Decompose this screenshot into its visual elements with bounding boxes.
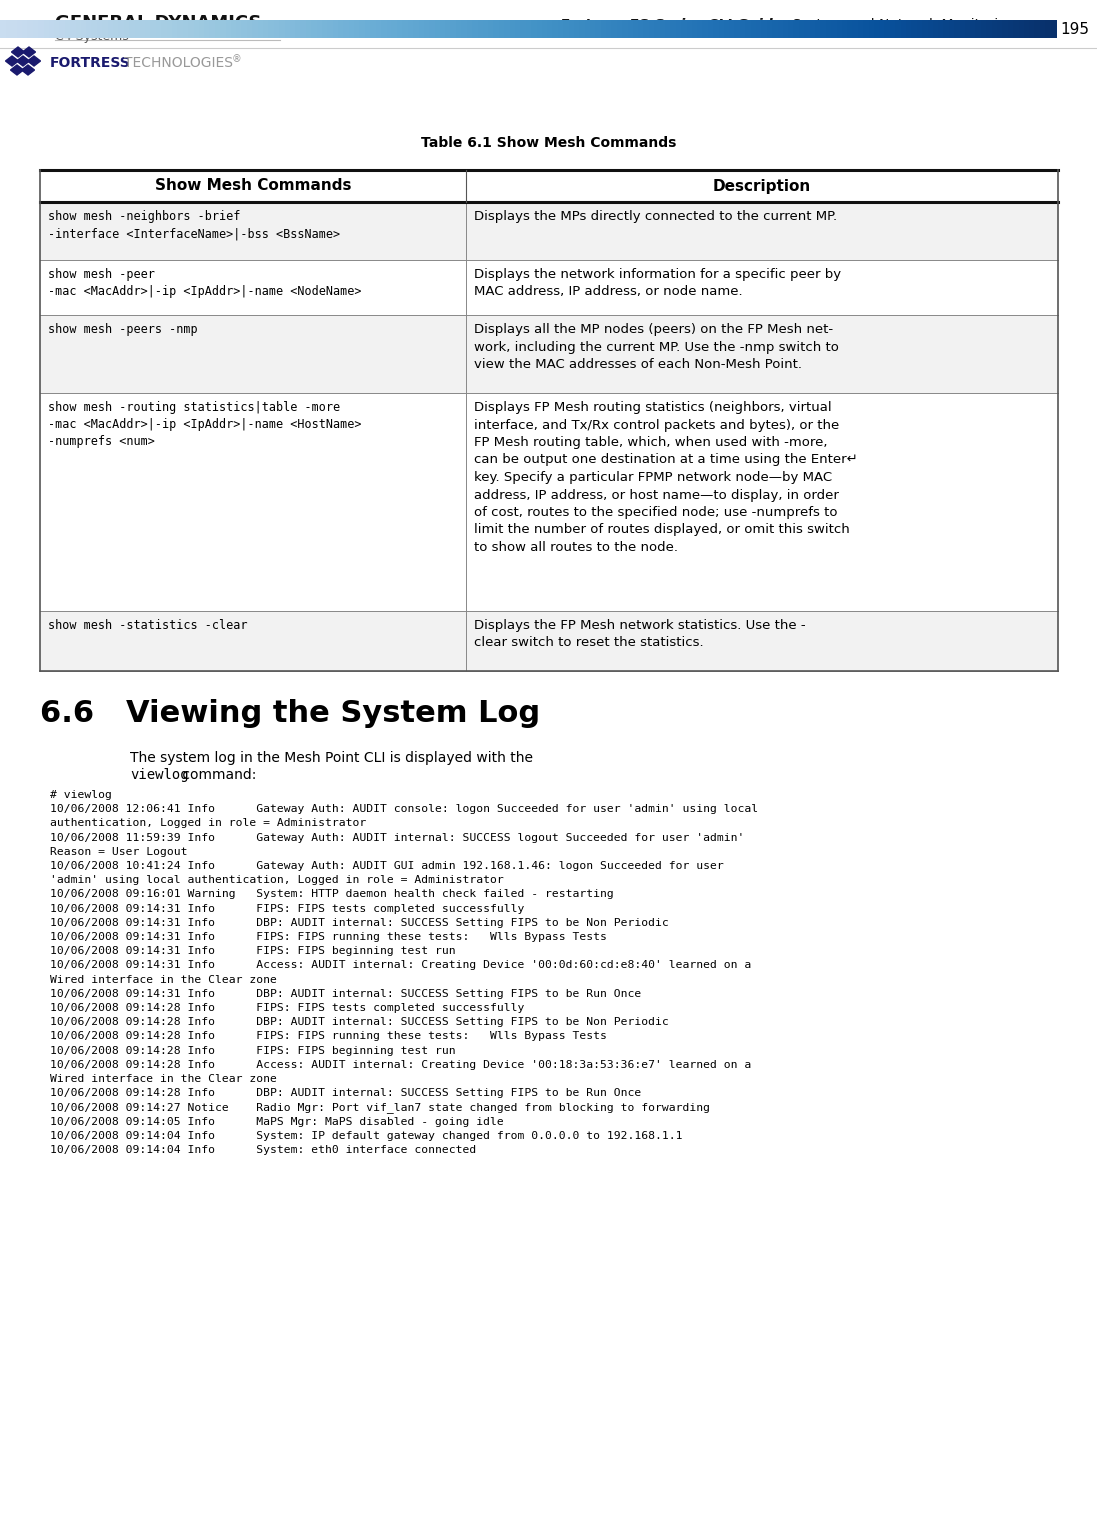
Text: 10/06/2008 09:14:31 Info      FIPS: FIPS running these tests:   Wlls Bypass Test: 10/06/2008 09:14:31 Info FIPS: FIPS runn… [50,932,607,942]
Text: 10/06/2008 09:14:27 Notice    Radio Mgr: Port vif_lan7 state changed from blocki: 10/06/2008 09:14:27 Notice Radio Mgr: Po… [50,1102,710,1114]
Text: 10/06/2008 09:14:04 Info      System: eth0 interface connected: 10/06/2008 09:14:04 Info System: eth0 in… [50,1144,476,1155]
Text: Table 6.1 Show Mesh Commands: Table 6.1 Show Mesh Commands [421,136,676,150]
Text: 10/06/2008 11:59:39 Info      Gateway Auth: AUDIT internal: SUCCESS logout Succe: 10/06/2008 11:59:39 Info Gateway Auth: A… [50,833,745,842]
Text: viewlog: viewlog [131,768,189,781]
Text: show mesh -peer
-mac <MacAddr>|-ip <IpAddr>|-name <NodeName>: show mesh -peer -mac <MacAddr>|-ip <IpAd… [48,269,362,298]
Text: show mesh -peers -nmp: show mesh -peers -nmp [48,324,197,336]
Text: Reason = User Logout: Reason = User Logout [50,847,188,856]
Text: Displays all the MP nodes (peers) on the FP Mesh net-
work, including the curren: Displays all the MP nodes (peers) on the… [474,324,838,371]
Text: 10/06/2008 09:14:31 Info      FIPS: FIPS tests completed successfully: 10/06/2008 09:14:31 Info FIPS: FIPS test… [50,903,524,914]
Text: Fortress ES-Series CLI Guide:: Fortress ES-Series CLI Guide: [559,18,788,32]
Text: show mesh -statistics -clear: show mesh -statistics -clear [48,620,248,632]
Text: 10/06/2008 09:14:31 Info      FIPS: FIPS beginning test run: 10/06/2008 09:14:31 Info FIPS: FIPS begi… [50,946,455,957]
Polygon shape [23,47,35,56]
Text: 10/06/2008 09:14:31 Info      DBP: AUDIT internal: SUCCESS Setting FIPS to be Ru: 10/06/2008 09:14:31 Info DBP: AUDIT inte… [50,989,642,1000]
Text: C4 Systems: C4 Systems [55,31,128,43]
Polygon shape [27,56,41,66]
Bar [39,314,1058,394]
Text: Displays the network information for a specific peer by
MAC address, IP address,: Displays the network information for a s… [474,269,840,299]
Text: 10/06/2008 09:14:04 Info      System: IP default gateway changed from 0.0.0.0 to: 10/06/2008 09:14:04 Info System: IP defa… [50,1131,682,1141]
Text: 10/06/2008 09:16:01 Warning   System: HTTP daemon health check failed - restarti: 10/06/2008 09:16:01 Warning System: HTTP… [50,890,613,899]
Text: 10/06/2008 12:06:41 Info      Gateway Auth: AUDIT console: logon Succeeded for u: 10/06/2008 12:06:41 Info Gateway Auth: A… [50,804,758,815]
Text: Wired interface in the Clear zone: Wired interface in the Clear zone [50,975,276,984]
Text: The system log in the Mesh Point CLI is displayed with the: The system log in the Mesh Point CLI is … [131,751,533,765]
Text: 10/06/2008 09:14:31 Info      DBP: AUDIT internal: SUCCESS Setting FIPS to be No: 10/06/2008 09:14:31 Info DBP: AUDIT inte… [50,917,669,928]
Text: Displays FP Mesh routing statistics (neighbors, virtual
interface, and Tx/Rx con: Displays FP Mesh routing statistics (nei… [474,401,857,554]
Polygon shape [22,66,34,75]
Bar [39,394,1058,610]
Text: show mesh -neighbors -brief
-interface <InterfaceName>|-bss <BssName>: show mesh -neighbors -brief -interface <… [48,211,340,240]
Text: 10/06/2008 09:14:31 Info      Access: AUDIT internal: Creating Device '00:0d:60:: 10/06/2008 09:14:31 Info Access: AUDIT i… [50,960,751,971]
Text: 10/06/2008 09:14:28 Info      FIPS: FIPS running these tests:   Wlls Bypass Test: 10/06/2008 09:14:28 Info FIPS: FIPS runn… [50,1032,607,1041]
Text: 10/06/2008 09:14:28 Info      FIPS: FIPS beginning test run: 10/06/2008 09:14:28 Info FIPS: FIPS begi… [50,1045,455,1056]
Text: 10/06/2008 09:14:28 Info      FIPS: FIPS tests completed successfully: 10/06/2008 09:14:28 Info FIPS: FIPS test… [50,1003,524,1013]
Text: 195: 195 [1061,21,1089,37]
Text: show mesh -routing statistics|table -more
-mac <MacAddr>|-ip <IpAddr>|-name <Hos: show mesh -routing statistics|table -mor… [48,401,362,449]
Polygon shape [11,47,24,56]
Text: ®: ® [231,53,241,64]
Text: Wired interface in the Clear zone: Wired interface in the Clear zone [50,1074,276,1083]
Polygon shape [16,56,30,66]
Text: # viewlog: # viewlog [50,790,112,800]
Bar [39,610,1058,671]
Text: TECHNOLOGIES: TECHNOLOGIES [124,56,233,70]
Text: Displays the MPs directly connected to the current MP.: Displays the MPs directly connected to t… [474,211,837,223]
Text: FORTRESS: FORTRESS [50,56,131,70]
Text: Description: Description [713,179,811,194]
Bar [39,201,1058,259]
Polygon shape [5,56,19,66]
Text: 6.6   Viewing the System Log: 6.6 Viewing the System Log [39,699,540,728]
Bar [39,259,1058,314]
Text: Show Mesh Commands: Show Mesh Commands [155,179,351,194]
Text: 'admin' using local authentication, Logged in role = Administrator: 'admin' using local authentication, Logg… [50,876,504,885]
Text: command:: command: [178,768,257,781]
Polygon shape [11,66,23,75]
Text: System and Network Monitoring: System and Network Monitoring [788,18,1016,32]
Text: 10/06/2008 09:14:28 Info      DBP: AUDIT internal: SUCCESS Setting FIPS to be Ru: 10/06/2008 09:14:28 Info DBP: AUDIT inte… [50,1088,642,1099]
Text: Displays the FP Mesh network statistics. Use the -
clear switch to reset the sta: Displays the FP Mesh network statistics.… [474,620,805,650]
Text: 10/06/2008 09:14:28 Info      DBP: AUDIT internal: SUCCESS Setting FIPS to be No: 10/06/2008 09:14:28 Info DBP: AUDIT inte… [50,1018,669,1027]
Text: 10/06/2008 09:14:05 Info      MaPS Mgr: MaPS disabled - going idle: 10/06/2008 09:14:05 Info MaPS Mgr: MaPS … [50,1117,504,1126]
Text: GENERAL DYNAMICS: GENERAL DYNAMICS [55,14,261,32]
Bar [39,169,1058,201]
Text: 10/06/2008 09:14:28 Info      Access: AUDIT internal: Creating Device '00:18:3a:: 10/06/2008 09:14:28 Info Access: AUDIT i… [50,1059,751,1070]
Text: 10/06/2008 10:41:24 Info      Gateway Auth: AUDIT GUI admin 192.168.1.46: logon : 10/06/2008 10:41:24 Info Gateway Auth: A… [50,861,724,871]
Text: authentication, Logged in role = Administrator: authentication, Logged in role = Adminis… [50,818,366,829]
